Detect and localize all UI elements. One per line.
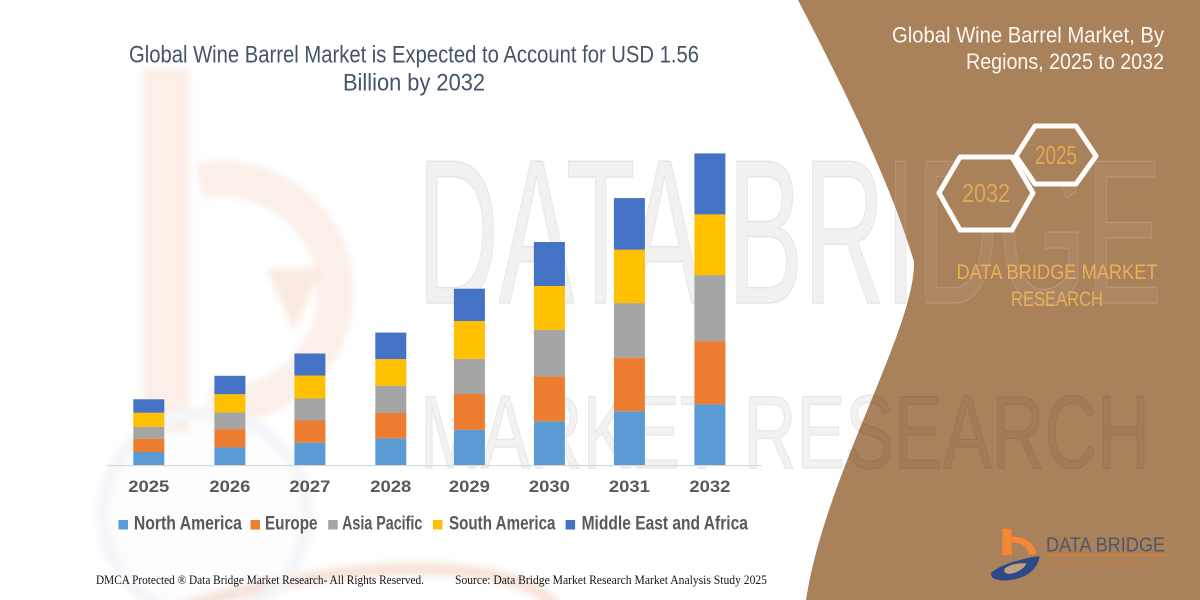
svg-text:2030: 2030 <box>529 477 570 496</box>
svg-text:MARKET RESEARCH: MARKET RESEARCH <box>1046 559 1154 568</box>
svg-text:2032: 2032 <box>962 178 1010 208</box>
svg-text:North America: North America <box>134 514 242 535</box>
svg-text:2025: 2025 <box>128 477 169 496</box>
svg-text:DATA BRIDGE MARKET: DATA BRIDGE MARKET <box>957 261 1158 284</box>
svg-text:South America: South America <box>449 514 556 535</box>
svg-text:Europe: Europe <box>265 514 318 535</box>
svg-text:DATA BRIDGE: DATA BRIDGE <box>1046 534 1165 557</box>
svg-text:2029: 2029 <box>449 477 490 496</box>
svg-text:Global Wine Barrel Market, By: Global Wine Barrel Market, By <box>892 23 1164 48</box>
svg-text:2026: 2026 <box>209 477 250 496</box>
svg-text:Source: Data Bridge Market Res: Source: Data Bridge Market Research Mark… <box>455 573 767 587</box>
svg-text:Billion by 2032: Billion by 2032 <box>343 70 485 97</box>
svg-text:Asia Pacific: Asia Pacific <box>342 514 423 535</box>
svg-text:Regions, 2025 to 2032: Regions, 2025 to 2032 <box>966 49 1164 74</box>
svg-text:DMCA Protected ® Data Bridge M: DMCA Protected ® Data Bridge Market Rese… <box>96 573 424 587</box>
svg-text:Middle East and Africa: Middle East and Africa <box>582 514 749 535</box>
svg-text:2025: 2025 <box>1035 140 1077 170</box>
svg-text:Global Wine Barrel Market is E: Global Wine Barrel Market is Expected to… <box>129 42 699 69</box>
svg-text:2032: 2032 <box>689 477 730 496</box>
svg-text:2028: 2028 <box>370 477 411 496</box>
svg-text:RESEARCH: RESEARCH <box>1011 288 1103 311</box>
svg-text:2027: 2027 <box>289 477 330 496</box>
svg-text:2031: 2031 <box>609 477 650 496</box>
